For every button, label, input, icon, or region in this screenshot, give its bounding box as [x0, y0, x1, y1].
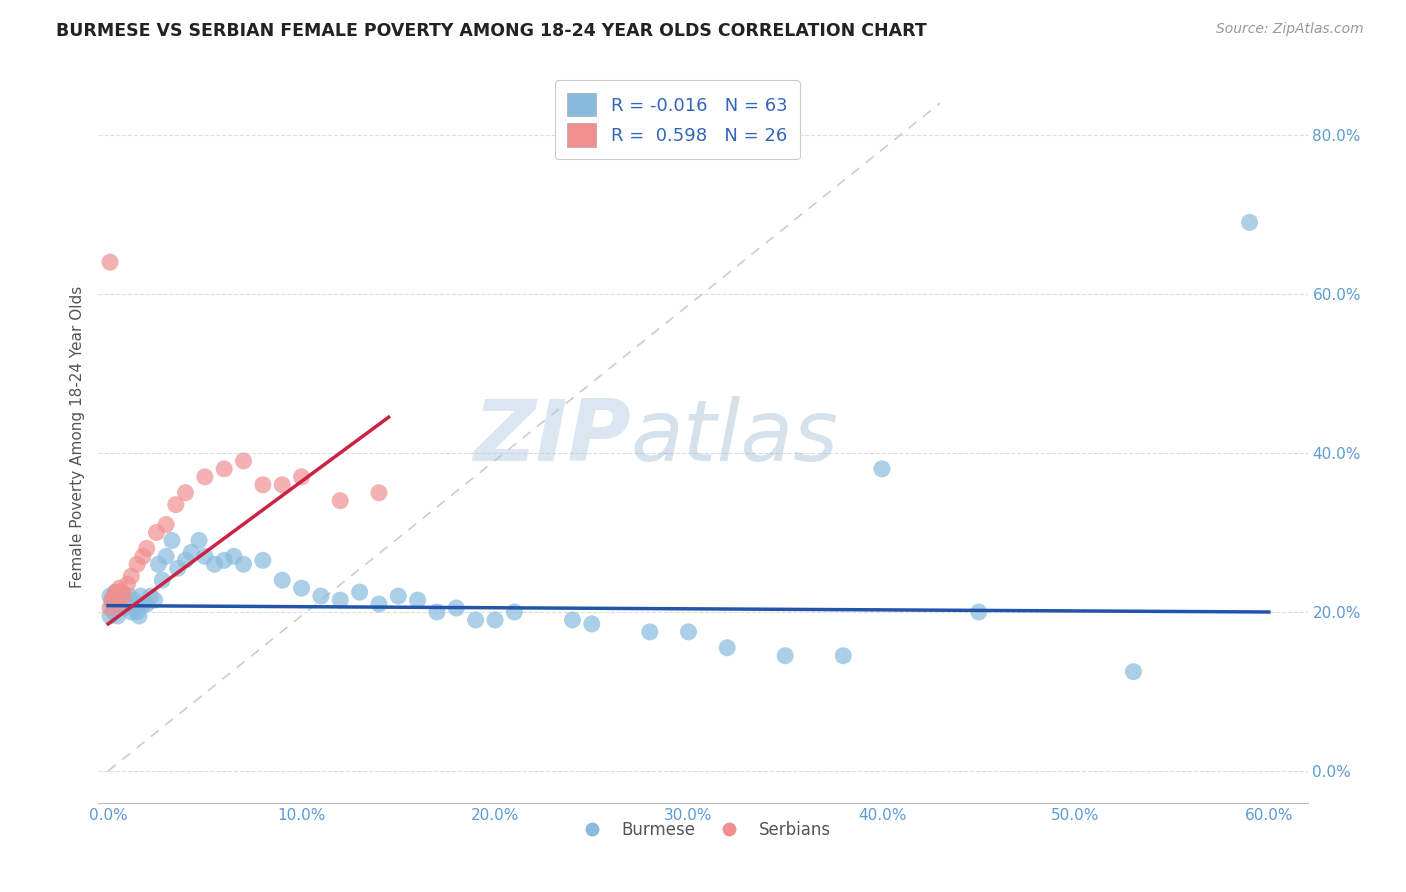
Point [349, 585, 371, 599]
Point [111, 585, 134, 599]
Point [180, 545, 202, 559]
Point [194, 470, 217, 484]
Text: BURMESE VS SERBIAN FEMALE POVERTY AMONG 18-24 YEAR OLDS CORRELATION CHART: BURMESE VS SERBIAN FEMALE POVERTY AMONG … [56, 22, 927, 40]
Point [484, 613, 506, 627]
Point [406, 593, 429, 607]
Point [204, 558, 226, 572]
Point [107, 609, 129, 624]
Point [252, 477, 274, 491]
Point [148, 558, 170, 572]
Point [232, 558, 254, 572]
Point [155, 517, 177, 532]
Point [967, 605, 990, 619]
Point [145, 525, 167, 540]
Point [114, 593, 136, 607]
Point [135, 597, 157, 611]
Point [368, 597, 391, 611]
Point [194, 549, 217, 564]
Point [118, 589, 141, 603]
Point [104, 585, 127, 599]
Point [1239, 215, 1261, 229]
Point [368, 485, 391, 500]
Point [132, 597, 155, 611]
Point [127, 558, 149, 572]
Point [98, 609, 121, 624]
Point [112, 589, 135, 603]
Point [98, 601, 121, 615]
Point [222, 549, 245, 564]
Point [290, 470, 312, 484]
Point [212, 553, 235, 567]
Point [271, 573, 294, 587]
Point [678, 624, 700, 639]
Point [108, 581, 131, 595]
Point [329, 493, 352, 508]
Point [188, 533, 211, 548]
Point [446, 601, 468, 615]
Point [150, 573, 173, 587]
Point [104, 585, 127, 599]
Point [135, 541, 157, 556]
Point [120, 569, 142, 583]
Point [98, 589, 121, 603]
Point [104, 585, 127, 599]
Point [503, 605, 526, 619]
Point [101, 597, 124, 611]
Point [128, 609, 150, 624]
Point [212, 462, 235, 476]
Point [101, 593, 124, 607]
Point [117, 577, 139, 591]
Point [108, 593, 131, 607]
Point [1122, 665, 1144, 679]
Point [561, 613, 583, 627]
Point [122, 593, 145, 607]
Point [124, 601, 146, 615]
Point [139, 589, 162, 603]
Point [309, 589, 332, 603]
Point [107, 597, 129, 611]
Point [143, 593, 166, 607]
Point [290, 581, 312, 595]
Point [464, 613, 486, 627]
Point [329, 593, 352, 607]
Y-axis label: Female Poverty Among 18-24 Year Olds: Female Poverty Among 18-24 Year Olds [69, 286, 84, 588]
Point [870, 462, 893, 476]
Point [832, 648, 855, 663]
Point [155, 549, 177, 564]
Point [117, 597, 139, 611]
Point [160, 533, 183, 548]
Point [111, 589, 134, 603]
Text: atlas: atlas [630, 395, 838, 479]
Point [426, 605, 449, 619]
Point [174, 553, 197, 567]
Point [232, 454, 254, 468]
Point [112, 601, 135, 615]
Point [174, 485, 197, 500]
Point [773, 648, 796, 663]
Point [127, 605, 149, 619]
Point [638, 624, 661, 639]
Point [101, 593, 124, 607]
Point [252, 553, 274, 567]
Point [387, 589, 409, 603]
Point [103, 589, 125, 603]
Point [581, 616, 603, 631]
Point [165, 498, 187, 512]
Point [132, 549, 155, 564]
Point [120, 605, 142, 619]
Point [98, 255, 121, 269]
Legend: Burmese, Serbians: Burmese, Serbians [568, 814, 838, 846]
Point [103, 601, 125, 615]
Point [271, 477, 294, 491]
Point [129, 589, 152, 603]
Point [166, 561, 188, 575]
Point [103, 605, 125, 619]
Point [716, 640, 738, 655]
Text: ZIP: ZIP [472, 395, 630, 479]
Text: Source: ZipAtlas.com: Source: ZipAtlas.com [1216, 22, 1364, 37]
